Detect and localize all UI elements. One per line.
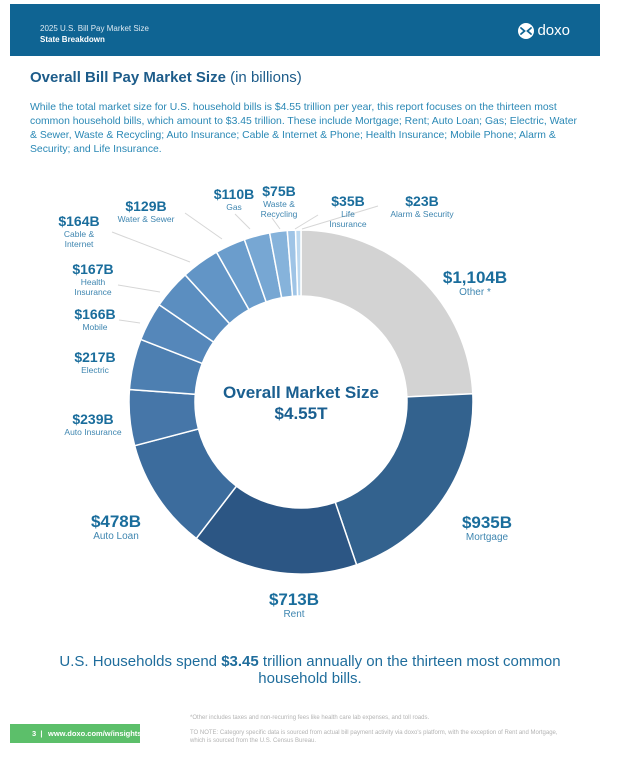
- footnote-other: *Other includes taxes and non-recurring …: [190, 715, 430, 721]
- label-electric: $217B Electric: [60, 349, 130, 375]
- label-auto-insurance: $239B Auto Insurance: [50, 411, 136, 437]
- label-other: $1,104B Other *: [430, 268, 520, 299]
- label-mobile-value: $166B: [74, 306, 116, 322]
- label-water-value: $129B: [125, 198, 167, 214]
- label-rent: $713B Rent: [252, 590, 336, 621]
- leader-line-mobile: [118, 319, 141, 324]
- label-life-name-2: Insurance: [329, 219, 367, 229]
- donut-center-label: Overall Market Size $4.55T: [181, 383, 421, 425]
- footnote-source: TO NOTE: Category specific data is sourc…: [190, 730, 558, 744]
- summary-statement: U.S. Households spend $3.45 trillion ann…: [40, 653, 580, 687]
- page-footer-bar: 3 | www.doxo.com/w/insights/: [10, 724, 144, 743]
- label-cable-name-1: Cable &: [63, 229, 95, 239]
- leader-line-waste: [271, 217, 281, 230]
- leader-line-gas: [234, 213, 251, 230]
- label-mortgage: $935B Mortgage: [445, 513, 529, 544]
- label-gas: $110B Gas: [209, 186, 259, 212]
- label-rent-name: Rent: [283, 609, 305, 620]
- label-life-name-1: Life: [341, 209, 355, 219]
- label-waste-value: $75B: [262, 183, 296, 199]
- label-gas-name: Gas: [226, 202, 242, 212]
- label-auto-loan: $478B Auto Loan: [74, 512, 158, 543]
- center-label-value: $4.55T: [274, 404, 328, 423]
- label-rent-value: $713B: [268, 590, 320, 609]
- leader-line-alarm: [301, 205, 379, 230]
- label-mobile-name: Mobile: [82, 322, 108, 332]
- label-auto-insurance-value: $239B: [72, 411, 114, 427]
- label-health-name-1: Health: [80, 277, 106, 287]
- intro-paragraph: While the total market size for U.S. hou…: [30, 102, 577, 155]
- doxo-logo: doxo: [518, 23, 570, 39]
- label-cable-internet: $164B Cable & Internet: [44, 213, 114, 249]
- label-mortgage-name: Mortgage: [465, 532, 509, 543]
- doxo-logo-icon: [518, 23, 535, 39]
- label-cable-name-2: Internet: [64, 239, 94, 249]
- label-mobile: $166B Mobile: [60, 306, 130, 332]
- label-waste-name-1: Waste &: [263, 199, 295, 209]
- label-health-name-2: Insurance: [74, 287, 112, 297]
- label-life-insurance: $35B Life Insurance: [322, 193, 374, 229]
- label-electric-value: $217B: [74, 349, 116, 365]
- label-waste-name-2: Recycling: [260, 209, 298, 219]
- page-number-value: 3: [32, 729, 37, 738]
- summary-amount: $3.45: [221, 653, 259, 670]
- section-title: Overall Bill Pay Market Size (in billion…: [30, 69, 302, 86]
- report-subtitle: State Breakdown: [40, 35, 105, 44]
- logo-wordmark: doxo: [537, 22, 570, 39]
- summary-post: trillion annually on the thirteen most c…: [258, 653, 561, 687]
- label-auto-insurance-name: Auto Insurance: [64, 427, 122, 437]
- donut-slices: [128, 229, 474, 575]
- label-alarm-name: Alarm & Security: [390, 209, 454, 219]
- leader-line-health: [117, 284, 161, 293]
- label-life-value: $35B: [331, 193, 365, 209]
- label-electric-name: Electric: [81, 365, 109, 375]
- leader-line-life: [294, 214, 319, 230]
- leader-line-cable: [111, 231, 191, 263]
- label-other-name: Other *: [459, 287, 491, 298]
- label-auto-loan-value: $478B: [90, 512, 142, 531]
- page-number: 3 |: [32, 724, 42, 743]
- label-auto-loan-name: Auto Loan: [93, 531, 139, 542]
- leader-line-water: [184, 212, 223, 240]
- donut-slice-other: [300, 229, 474, 398]
- label-alarm-security: $23B Alarm & Security: [382, 193, 462, 219]
- label-mortgage-value: $935B: [461, 513, 513, 532]
- section-title-main: Overall Bill Pay Market Size: [30, 69, 226, 86]
- label-waste-recycling: $75B Waste & Recycling: [254, 183, 304, 219]
- page-separator: |: [40, 729, 43, 738]
- label-gas-value: $110B: [213, 186, 255, 202]
- donut-slice-alarm-security: [294, 229, 302, 297]
- report-header: 2025 U.S. Bill Pay Market Size State Bre…: [10, 4, 600, 56]
- leader-lines: [111, 205, 379, 324]
- report-title: 2025 U.S. Bill Pay Market Size: [40, 24, 149, 33]
- label-cable-value: $164B: [58, 213, 100, 229]
- summary-pre: U.S. Households spend: [59, 653, 222, 670]
- center-label-title: Overall Market Size: [223, 383, 379, 402]
- label-alarm-value: $23B: [405, 193, 439, 209]
- label-other-value: $1,104B: [442, 268, 508, 287]
- label-water-sewer: $129B Water & Sewer: [106, 198, 186, 224]
- label-health-insurance: $167B Health Insurance: [58, 261, 128, 297]
- insights-link[interactable]: www.doxo.com/w/insights/: [48, 729, 144, 738]
- label-water-name: Water & Sewer: [117, 214, 175, 224]
- label-health-value: $167B: [72, 261, 114, 277]
- donut-slice-mortgage: [334, 392, 474, 566]
- section-title-unit: (in billions): [230, 69, 302, 86]
